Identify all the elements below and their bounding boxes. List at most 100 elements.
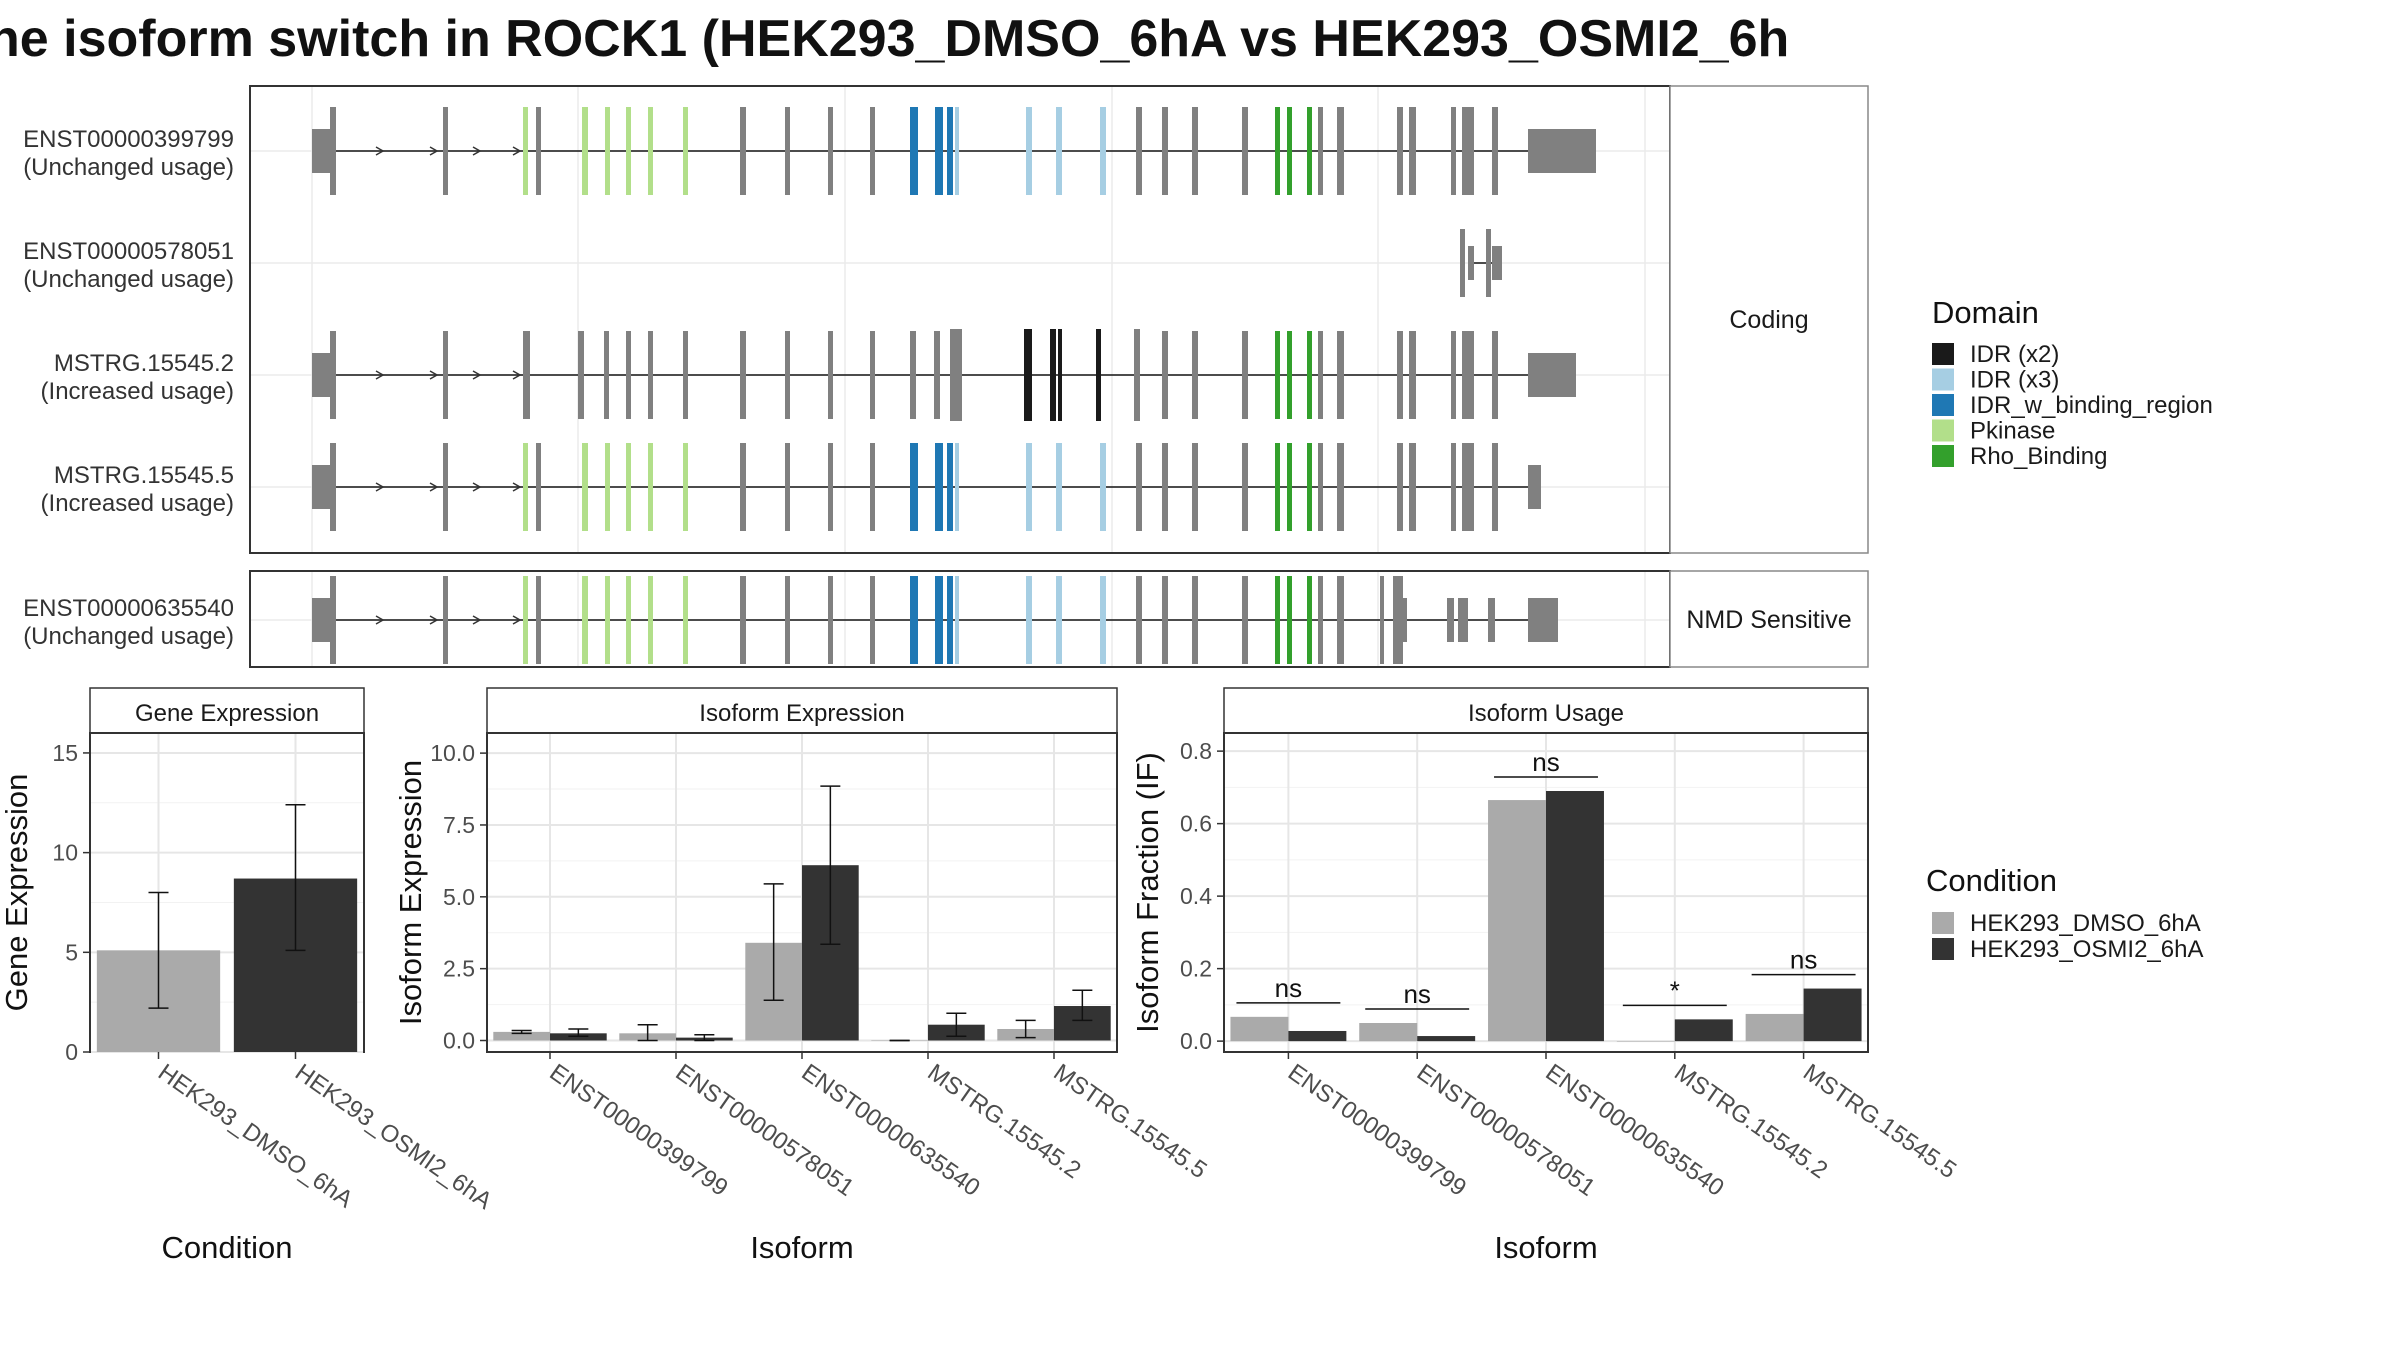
y-tick-label: 0.0 (1180, 1028, 1212, 1054)
domain-exon (910, 443, 918, 531)
exon (1528, 129, 1596, 173)
domain-exon (1100, 576, 1106, 664)
strand-arrow (512, 482, 522, 492)
exon (1192, 576, 1198, 664)
transcript-id-label: MSTRG.15545.2 (54, 350, 234, 377)
exon (330, 331, 336, 419)
domain-exon (1275, 107, 1280, 195)
significance-label: ns (1275, 973, 1302, 1003)
domain-exon (1096, 329, 1101, 421)
exon (950, 329, 962, 421)
domain-exon (1287, 107, 1292, 195)
y-tick-label: 0.0 (443, 1028, 475, 1054)
exon (604, 331, 609, 419)
domain-exon (1026, 576, 1032, 664)
exon (330, 107, 336, 195)
domain-exon (605, 107, 610, 195)
exon (1492, 246, 1502, 280)
domain-legend-swatch (1932, 368, 1954, 391)
y-tick-label: 7.5 (443, 812, 475, 838)
bar (1803, 988, 1862, 1042)
domain-exon (1056, 107, 1062, 195)
strand-arrow (512, 370, 522, 380)
transcript-usage-label: (Unchanged usage) (23, 266, 234, 293)
exon (1462, 443, 1474, 531)
x-axis-title: Isoform (750, 1230, 853, 1265)
y-axis-title: Gene Expression (0, 774, 34, 1012)
bar (1546, 791, 1604, 1042)
strand-arrow (512, 615, 522, 625)
domain-exon (1056, 443, 1062, 531)
domain-exon (935, 576, 943, 664)
panel-strip (89, 687, 365, 734)
exon (870, 331, 875, 419)
domain-legend-label: IDR_w_binding_region (1970, 392, 2213, 419)
domain-exon (1307, 443, 1312, 531)
y-tick-label: 0.4 (1180, 883, 1212, 909)
exon (1462, 331, 1474, 419)
domain-legend: Domain IDR (x2)IDR (x3)IDR_w_binding_regi… (1932, 295, 2213, 470)
figure-title: ne isoform switch in ROCK1 (HEK293_DMSO_… (0, 10, 1789, 68)
transcript-id-label: MSTRG.15545.5 (54, 462, 234, 489)
domain-exon (523, 107, 528, 195)
y-tick-label: 0.8 (1180, 738, 1212, 764)
y-tick-label: 2.5 (443, 956, 475, 982)
significance-label: ns (1532, 747, 1559, 777)
domain-exon (1307, 107, 1312, 195)
domain-legend-swatch (1932, 394, 1954, 416)
transcript-id-label: ENST00000578051 (23, 238, 234, 265)
y-tick-label: 0.6 (1180, 811, 1212, 837)
domain-exon (1050, 329, 1056, 421)
bar (493, 1031, 550, 1041)
panel-title: Gene Expression (135, 700, 319, 727)
exon (312, 129, 332, 173)
exon (1409, 443, 1416, 531)
exon (870, 107, 875, 195)
strand-arrow (429, 482, 439, 492)
domain-exon (648, 443, 653, 531)
strand-arrow (375, 482, 385, 492)
domain-exon (683, 107, 688, 195)
exon (536, 443, 541, 531)
domain-legend-label: IDR (x3) (1970, 367, 2059, 394)
expression-panels: Gene Expression051015HEK293_DMSO_6hAHEK2… (0, 687, 1961, 1265)
exon (1337, 576, 1344, 664)
domain-exon (683, 443, 688, 531)
domain-exon (1287, 576, 1292, 664)
exon (785, 107, 790, 195)
strand-arrow (472, 615, 482, 625)
exon (312, 353, 334, 397)
nmd-panel-frame (249, 570, 1671, 668)
domain-exon (910, 107, 918, 195)
transcript-usage-label: (Increased usage) (41, 378, 234, 405)
bar (1616, 1041, 1675, 1042)
exon (536, 107, 541, 195)
y-tick-label: 5 (65, 939, 78, 965)
exon (683, 331, 688, 419)
exon (1242, 331, 1248, 419)
domain-exon (582, 443, 588, 531)
exon (740, 331, 746, 419)
exon (312, 465, 332, 509)
exon (828, 443, 833, 531)
strip-label-nmd-sensitive: NMD Sensitive (1686, 606, 1851, 634)
significance-label: ns (1790, 945, 1817, 975)
domain-exon (582, 576, 588, 664)
domain-exon (626, 576, 631, 664)
exon (1451, 107, 1456, 195)
exon (1397, 107, 1403, 195)
exon (1337, 443, 1344, 531)
exon (1451, 331, 1456, 419)
domain-exon (1056, 576, 1062, 664)
domain-legend-label: Pkinase (1970, 418, 2055, 445)
exon (740, 107, 746, 195)
bar (1359, 1023, 1418, 1042)
strand-arrow (472, 370, 482, 380)
exon (1380, 576, 1384, 664)
domain-exon (648, 576, 653, 664)
exon (1242, 107, 1248, 195)
strand-arrow (429, 146, 439, 156)
exon (1402, 598, 1407, 642)
exon (1162, 576, 1168, 664)
